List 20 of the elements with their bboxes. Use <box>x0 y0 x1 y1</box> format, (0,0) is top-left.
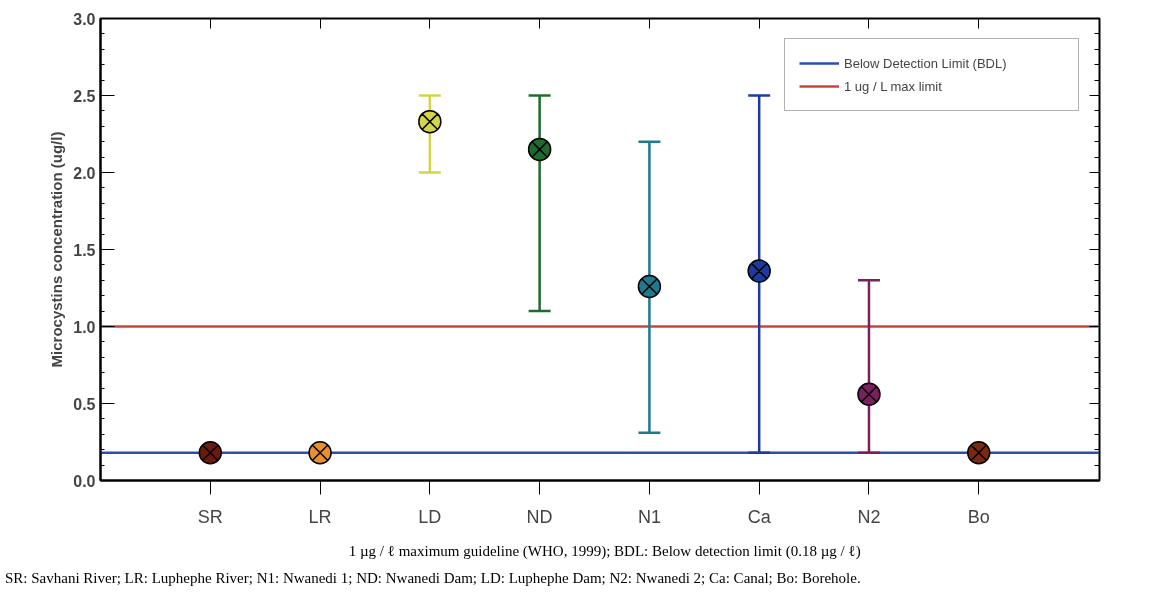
y-tick-label: 2.5 <box>73 87 96 105</box>
x-tick-label: LR <box>308 506 332 527</box>
x-tick-label: Ca <box>747 506 772 527</box>
text: SR: Savhani River; LR: Luphephe River; N1: Nwanedi 1; ND: Nwanedi Dam; LD: Luphephe Dam; N2: Nwanedi 2; Ca: Canal; Bo: Borehole. <box>5 569 861 589</box>
text: 1 µg / ℓ maximum guideline (WHO, 1999); BDL: Below detection limit (0.18 µg / ℓ) <box>347 542 861 561</box>
x-tick-label: LD <box>418 506 442 527</box>
x-tick-label: N1 <box>637 506 661 527</box>
x-tick-label: Bo <box>967 506 990 527</box>
y-tick-label: 1.0 <box>73 318 96 336</box>
x-tick-label: SR <box>197 506 223 527</box>
y-tick-label: 2.0 <box>73 164 96 182</box>
legend-label: Below Detection Limit (BDL) <box>844 55 1008 71</box>
y-tick-label: 1.5 <box>73 241 96 259</box>
y-tick-label: 3.0 <box>73 10 96 28</box>
legend-label: 1 ug / L max limit <box>844 78 943 94</box>
y-tick-label: 0.5 <box>73 395 96 413</box>
x-tick-label: ND <box>526 506 553 527</box>
x-tick-label: N2 <box>857 506 881 527</box>
y-tick-label: 0.0 <box>73 472 96 490</box>
y-axis-title: Microcystins concentration (ug/l) <box>48 131 66 368</box>
